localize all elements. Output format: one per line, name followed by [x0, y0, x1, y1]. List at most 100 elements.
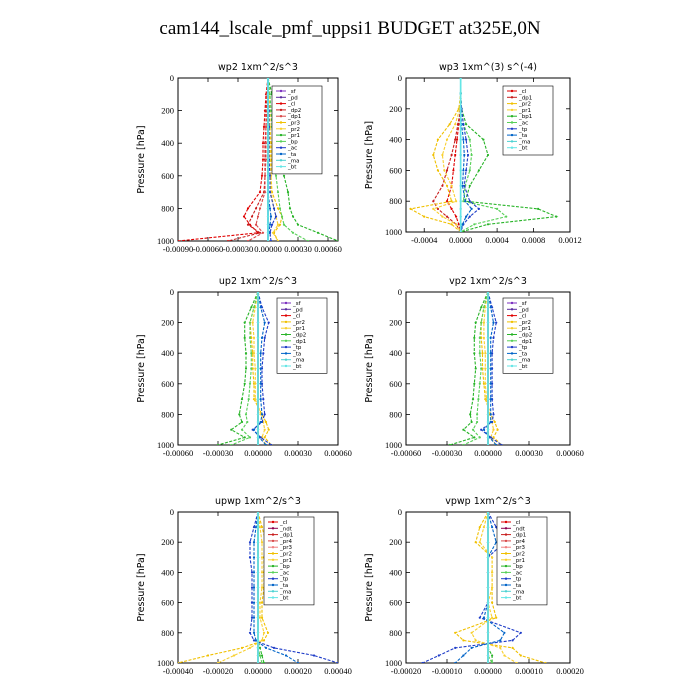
series-point [499, 646, 502, 650]
series-point [486, 601, 490, 604]
x-tick-label: 0.0008 [522, 235, 545, 245]
series-point [216, 661, 220, 663]
legend-marker [271, 590, 275, 593]
legend-entry: _bt [287, 165, 297, 171]
series-point [272, 207, 276, 210]
series-point [206, 654, 210, 657]
series-point [276, 191, 280, 194]
series-point [471, 398, 475, 401]
legend-entry: _pr1 [518, 326, 531, 332]
x-tick-label: 0.00000 [474, 666, 502, 676]
series-point [256, 398, 260, 401]
series-point [495, 321, 498, 324]
series-line-cl [178, 78, 269, 241]
y-tick-label: 0 [170, 287, 174, 297]
legend-entry: _dp1 [512, 533, 526, 539]
series-point [459, 123, 462, 126]
series-point [266, 142, 270, 145]
x-tick-label: 0.00060 [556, 448, 584, 458]
series-point [278, 223, 282, 226]
series-point [306, 239, 310, 241]
series-point [250, 571, 254, 574]
series-group [448, 292, 503, 445]
series-point [270, 223, 274, 226]
series-point [486, 292, 490, 294]
series-point [459, 78, 462, 80]
series-point [216, 443, 220, 445]
y-tick-label: 400 [389, 348, 402, 358]
series-point [269, 109, 273, 112]
legend-entry: _tp [292, 345, 302, 351]
series-point [266, 191, 270, 194]
series-line-pr2 [409, 78, 462, 232]
series-point [491, 556, 494, 559]
series-point [264, 125, 268, 128]
series-point [261, 142, 265, 145]
series-point [455, 215, 458, 218]
series-point [259, 382, 262, 385]
series-point [256, 526, 260, 529]
legend-entry: _pr3 [512, 545, 526, 551]
y-axis-label: Pressure [hPa] [136, 334, 147, 402]
series-point [259, 420, 262, 424]
series-point [459, 107, 462, 110]
y-axis-label: Pressure [hPa] [136, 553, 147, 621]
series-point [260, 336, 264, 339]
legend-marker [510, 146, 514, 149]
series-point [470, 207, 473, 210]
series-line-cl [446, 78, 462, 232]
legend-box [502, 297, 554, 374]
series-point [251, 321, 254, 324]
series-point [459, 223, 462, 226]
legend-entry: _dp1 [518, 95, 532, 101]
series-point [473, 223, 476, 226]
legend-entry: _ndt [279, 526, 293, 532]
legend-marker [504, 564, 508, 568]
panel-2: wp3 1xm^(3) s^(-4) Pressure [hPa] 0 200 400 6… [364, 62, 582, 245]
series-point [450, 153, 453, 157]
legend-box [263, 516, 315, 606]
series-point [244, 352, 248, 355]
series-point [263, 336, 266, 339]
legend-entry: _ac [512, 570, 522, 576]
series-point [468, 138, 471, 141]
series-point [256, 413, 260, 416]
series-point [486, 512, 490, 514]
series-point [462, 639, 465, 642]
legend-marker [504, 571, 508, 574]
legend-marker [284, 333, 288, 336]
series-point [247, 398, 250, 401]
series-point [486, 616, 490, 619]
series-point [256, 631, 260, 634]
legend-marker [510, 364, 514, 368]
legend-marker [510, 301, 514, 305]
series-point [254, 223, 258, 226]
series-point [468, 169, 471, 172]
series-point [256, 571, 260, 574]
series-point [486, 556, 490, 559]
series-point [268, 174, 272, 177]
series-point [252, 631, 256, 634]
y-tick-label: 200 [389, 537, 402, 547]
legend-marker [510, 345, 514, 349]
legend-marker [279, 89, 283, 93]
series-point [254, 382, 257, 385]
y-tick-label: 400 [161, 348, 174, 358]
legend-marker [279, 159, 283, 162]
series-point [252, 428, 256, 431]
series-point [478, 436, 481, 439]
legend-entry: _tp [279, 577, 289, 583]
series-point [252, 306, 256, 309]
legend-entry: _ma [292, 358, 304, 364]
y-tick-label: 800 [161, 409, 174, 419]
y-tick-label: 200 [389, 318, 402, 328]
legend-marker [279, 121, 283, 124]
legend-marker [271, 583, 275, 587]
series-point [259, 306, 262, 309]
x-tick-label: 0.0000 [449, 235, 472, 245]
y-tick-label: 200 [389, 104, 402, 114]
series-point [248, 541, 252, 544]
series-point [477, 207, 480, 210]
series-point [473, 436, 476, 439]
series-point [459, 230, 462, 232]
